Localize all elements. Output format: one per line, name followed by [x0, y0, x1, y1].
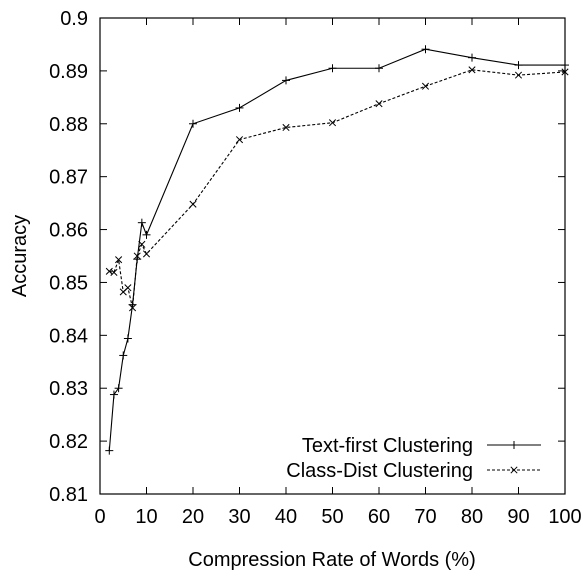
y-tick-label: 0.84	[49, 325, 88, 347]
data-point	[328, 119, 337, 127]
x-tick-label: 60	[368, 506, 390, 528]
x-marker-b	[282, 123, 290, 132]
data-point	[421, 45, 430, 54]
data-point	[142, 250, 151, 258]
data-point	[282, 76, 290, 85]
y-tick-label: 0.83	[49, 378, 88, 400]
x-axis-label: Compression Rate of Words (%)	[188, 549, 476, 571]
data-point	[561, 61, 569, 70]
axis-ticks: 0 10 20 30 40 50 60 70 80 90 100 0.81 0.82 0.83 0.84 0.…	[49, 8, 582, 528]
data-point	[128, 304, 137, 312]
x-tick-label: 20	[182, 506, 204, 528]
data-point	[468, 66, 476, 74]
data-point	[137, 218, 146, 227]
x-tick-label: 10	[135, 506, 157, 528]
x-marker-b	[110, 268, 118, 276]
data-point	[514, 71, 523, 79]
x-tick-label: 100	[548, 506, 581, 528]
data-point	[514, 61, 523, 70]
legend-label: Class-Dist Clustering	[286, 460, 473, 482]
plot-frame	[99, 17, 566, 495]
data-point	[421, 82, 430, 90]
y-axis-label: Accuracy	[9, 215, 31, 297]
data-point	[189, 200, 197, 208]
data-point	[468, 53, 476, 62]
x-tick-label: 70	[414, 506, 436, 528]
data-point	[109, 390, 118, 399]
x-marker-b	[375, 100, 383, 108]
x-marker-b	[128, 304, 137, 312]
data-point	[328, 64, 337, 73]
legend: Text-first Clustering Class-Dist Clusteri…	[286, 435, 541, 482]
y-tick-label: 0.86	[49, 220, 88, 242]
x-marker-b	[138, 240, 146, 248]
x-tick-label: 90	[507, 506, 529, 528]
x-marker-b	[421, 82, 430, 90]
legend-item: Class-Dist Clustering	[286, 460, 541, 482]
data-point	[142, 230, 151, 239]
x-marker-b	[510, 466, 518, 474]
series-layer	[105, 45, 569, 455]
x-marker-b	[189, 200, 197, 208]
y-tick-label: 0.89	[49, 61, 88, 83]
x-tick-label: 40	[275, 506, 297, 528]
data-point	[235, 136, 244, 144]
data-point	[189, 119, 197, 128]
series-text-first-clustering	[105, 45, 569, 455]
data-point	[119, 351, 128, 360]
series-line	[109, 69, 566, 308]
data-point	[110, 268, 118, 276]
x-tick-label: 50	[321, 506, 343, 528]
data-point	[124, 284, 132, 292]
x-marker-b	[142, 250, 151, 258]
x-marker-b	[124, 284, 132, 292]
data-point	[375, 100, 383, 108]
x-marker-b	[328, 119, 337, 127]
data-point	[235, 103, 244, 112]
x-tick-label: 0	[94, 506, 105, 528]
y-tick-label: 0.9	[60, 8, 88, 30]
y-tick-label: 0.85	[49, 272, 88, 294]
data-point	[114, 384, 123, 393]
data-point	[105, 446, 114, 455]
x-marker-b	[561, 68, 569, 76]
data-point	[375, 64, 383, 73]
data-point	[115, 256, 123, 264]
legend-item: Text-first Clustering	[302, 435, 541, 457]
data-point	[133, 252, 141, 260]
series-class-dist-clustering	[105, 66, 569, 312]
x-marker-b	[468, 66, 476, 74]
data-point	[561, 68, 569, 76]
x-marker-b	[133, 252, 141, 260]
x-marker-b	[115, 256, 123, 264]
x-tick-label: 30	[228, 506, 250, 528]
x-tick-label: 80	[461, 506, 483, 528]
legend-label: Text-first Clustering	[302, 435, 473, 457]
y-tick-label: 0.82	[49, 431, 88, 453]
x-marker-b	[235, 136, 244, 144]
y-tick-label: 0.88	[49, 114, 88, 136]
y-tick-label: 0.81	[49, 484, 88, 506]
series-line	[108, 48, 565, 451]
data-point	[138, 240, 146, 248]
x-marker-b	[514, 71, 523, 79]
data-point	[123, 334, 132, 343]
y-tick-label: 0.87	[49, 167, 88, 189]
data-point	[282, 123, 290, 132]
